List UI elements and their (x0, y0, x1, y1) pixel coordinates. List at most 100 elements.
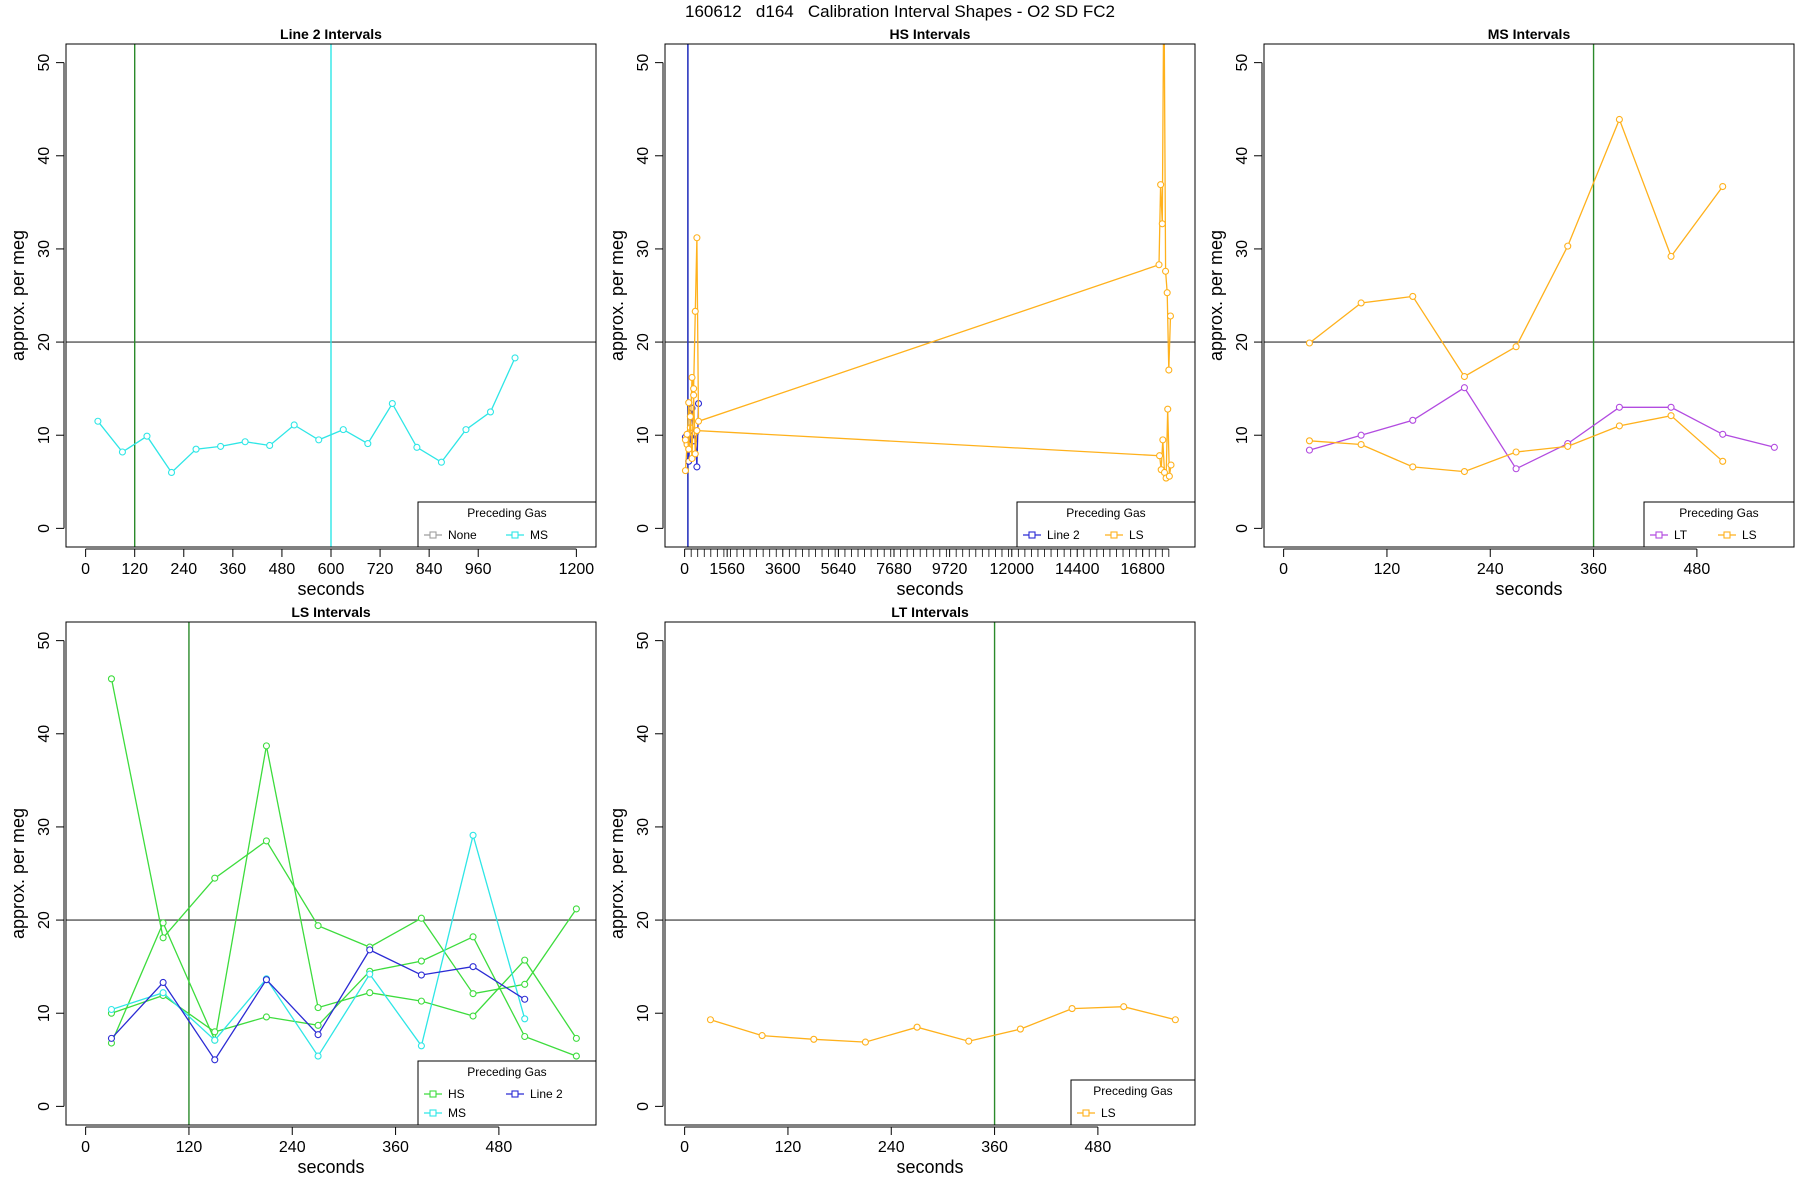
data-point (1460, 372, 1468, 381)
x-tick-label: 0 (81, 561, 90, 578)
y-tick-label: 20 (635, 333, 652, 351)
data-point (1165, 472, 1173, 480)
page-title: 160612 d164 Calibration Interval Shapes … (685, 2, 1115, 21)
data-point (1409, 416, 1417, 424)
legend-entry-label: None (448, 528, 477, 542)
data-point (290, 421, 298, 429)
data-point (1166, 312, 1175, 320)
x-tick-label: 480 (1684, 561, 1711, 578)
data-point (511, 354, 519, 362)
x-tick-label: 720 (367, 561, 394, 578)
x-tick-label: 120 (176, 1139, 203, 1156)
y-tick-label: 20 (36, 911, 53, 929)
x-tick-label: 480 (1085, 1139, 1112, 1156)
data-point (1167, 461, 1175, 469)
data-point (1719, 182, 1727, 191)
data-point (314, 922, 322, 930)
chart-title: Line 2 Intervals (280, 26, 382, 42)
legend-title: Preceding Gas (467, 506, 546, 520)
data-point (706, 1016, 715, 1024)
data-point (1409, 463, 1417, 471)
y-tick-label: 50 (635, 632, 652, 650)
data-point (1068, 1005, 1076, 1013)
x-tick-label: 1560 (709, 561, 745, 578)
data-point (339, 426, 347, 434)
x-tick-label: 1200 (559, 561, 595, 578)
data-point (159, 989, 167, 997)
data-point (572, 905, 580, 913)
plot-area (66, 622, 596, 1125)
data-point (211, 1036, 219, 1044)
y-tick-label: 20 (635, 911, 652, 929)
data-point (691, 307, 699, 315)
y-tick-label: 0 (36, 1102, 53, 1111)
legend-entry-label: LS (1101, 1106, 1116, 1120)
data-point (1615, 403, 1623, 411)
legend-entry-label: MS (448, 1106, 466, 1120)
data-point (217, 442, 225, 450)
y-tick-label: 10 (635, 1004, 652, 1022)
legend: Preceding Gas LS (1070, 1079, 1196, 1126)
data-point (1357, 299, 1365, 307)
plot-area (1264, 44, 1794, 547)
data-point (1162, 267, 1170, 275)
x-tick-label: 0 (81, 1139, 90, 1156)
legend-entry-label: Line 2 (1047, 528, 1080, 542)
x-axis-label: seconds (896, 579, 963, 599)
data-point (913, 1023, 921, 1031)
data-point (1159, 436, 1167, 444)
y-tick-label: 0 (635, 524, 652, 533)
legend-entry-label: LT (1674, 528, 1688, 542)
data-point (107, 1005, 116, 1014)
y-tick-label: 10 (1234, 426, 1251, 444)
x-tick-label: 840 (416, 561, 443, 578)
data-point (681, 467, 689, 475)
data-point (1357, 431, 1365, 439)
data-point (691, 450, 699, 458)
plot-frame (65, 621, 597, 1126)
data-point (1719, 457, 1727, 465)
x-tick-label: 5640 (821, 561, 857, 578)
data-point (1719, 430, 1727, 438)
legend-swatch-marker (429, 531, 437, 539)
data-point (417, 914, 425, 922)
chart-title: HS Intervals (890, 26, 971, 42)
data-point (417, 971, 425, 979)
data-point (118, 448, 126, 456)
plot-area (665, 44, 1195, 547)
data-point (521, 1015, 529, 1023)
series-line-hs (111, 935, 577, 1057)
x-tick-label: 0 (680, 1139, 689, 1156)
data-point (364, 440, 372, 448)
legend: Preceding Gas Line 2 LS (1016, 501, 1196, 548)
data-point (462, 426, 470, 434)
plot-frame (664, 43, 1196, 548)
data-point (688, 373, 696, 382)
chart-panel-2: HS Intervals 0 1560 3600 5640 7680 9720 12000 14… (607, 26, 1196, 599)
legend-swatch-marker (1110, 531, 1118, 539)
data-point (1171, 1016, 1179, 1024)
data-point (521, 1032, 529, 1041)
data-point (262, 976, 270, 984)
x-axis-label: seconds (896, 1157, 963, 1177)
data-point (1164, 405, 1172, 413)
data-point (143, 432, 151, 440)
plot-frame (1263, 43, 1795, 548)
y-tick-label: 10 (635, 426, 652, 444)
series-line-ms (97, 357, 516, 474)
data-point (314, 1021, 322, 1029)
y-tick-label: 50 (36, 54, 53, 72)
legend-swatch-marker (511, 1090, 519, 1098)
y-axis-label: approx. per meg (1206, 230, 1226, 361)
data-point (686, 413, 694, 421)
y-tick-label: 10 (36, 426, 53, 444)
data-point (413, 443, 421, 451)
data-point (1305, 339, 1314, 347)
y-axis-label: approx. per meg (607, 808, 627, 939)
data-point (965, 1037, 973, 1045)
chart-title: MS Intervals (1488, 26, 1571, 42)
series-line-lt (1309, 386, 1775, 470)
data-point (1512, 448, 1520, 456)
data-point (1016, 1025, 1024, 1033)
y-tick-label: 50 (635, 54, 652, 72)
